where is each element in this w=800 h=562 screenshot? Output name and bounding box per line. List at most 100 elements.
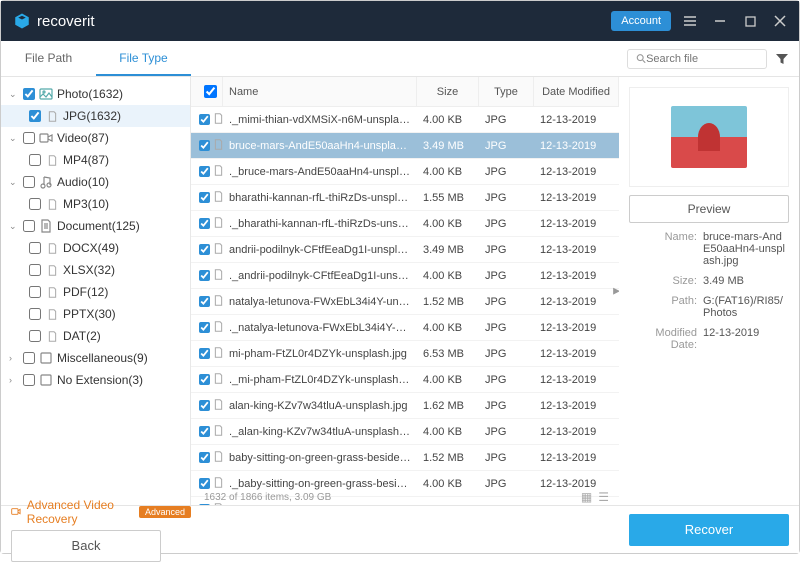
table-row[interactable]: ._natalya-letunova-FWxEbL34i4Y-uns... 4.… [191, 315, 619, 341]
tree-sub-item[interactable]: MP3(10) [1, 193, 190, 215]
row-checkbox[interactable] [199, 140, 210, 151]
chevron-icon[interactable]: ⌄ [9, 133, 19, 144]
row-checkbox[interactable] [199, 296, 210, 307]
tree-checkbox[interactable] [23, 220, 35, 232]
file-icon [45, 307, 59, 321]
menu-icon[interactable] [683, 14, 697, 28]
chevron-icon[interactable]: ⌄ [9, 221, 19, 232]
tree-checkbox[interactable] [23, 176, 35, 188]
chevron-icon[interactable]: › [9, 353, 19, 363]
advanced-video-recovery[interactable]: Advanced Video Recovery Advanced [11, 498, 191, 526]
account-button[interactable]: Account [611, 11, 671, 31]
tree-item[interactable]: ⌄ Video(87) [1, 127, 190, 149]
file-icon [213, 243, 224, 257]
row-checkbox[interactable] [199, 192, 210, 203]
list-view-icon[interactable]: ☰ [598, 490, 609, 504]
tree-sub-item[interactable]: PDF(12) [1, 281, 190, 303]
col-name[interactable]: Name [223, 77, 417, 106]
app-logo: recoverit [13, 12, 95, 30]
row-checkbox[interactable] [199, 348, 210, 359]
table-row[interactable]: alan-king-KZv7w34tluA-unsplash.jpg 1.62 … [191, 393, 619, 419]
tree-checkbox[interactable] [23, 132, 35, 144]
tree-item[interactable]: ⌄ Audio(10) [1, 171, 190, 193]
file-date: 12-13-2019 [534, 270, 619, 282]
tree-sub-item[interactable]: MP4(87) [1, 149, 190, 171]
table-row[interactable]: natalya-letunova-FWxEbL34i4Y-unspl... 1.… [191, 289, 619, 315]
tree-checkbox[interactable] [23, 88, 35, 100]
tree-checkbox[interactable] [29, 286, 41, 298]
table-row[interactable]: ._bharathi-kannan-rfL-thiRzDs-unspl... 4… [191, 211, 619, 237]
file-date: 12-13-2019 [534, 348, 619, 360]
tree-item[interactable]: › Miscellaneous(9) [1, 347, 190, 369]
row-checkbox[interactable] [199, 322, 210, 333]
col-date[interactable]: Date Modified [534, 77, 619, 106]
row-checkbox[interactable] [199, 218, 210, 229]
table-row[interactable]: andrii-podilnyk-CFtfEeaDg1I-unspla... 3.… [191, 237, 619, 263]
file-type: JPG [479, 218, 534, 230]
chevron-icon[interactable]: ⌄ [9, 177, 19, 188]
file-icon [45, 197, 59, 211]
table-row[interactable]: ._mi-pham-FtZL0r4DZYk-unsplash.jpg 4.00 … [191, 367, 619, 393]
col-size[interactable]: Size [417, 77, 479, 106]
back-button[interactable]: Back [11, 530, 161, 562]
close-icon[interactable] [773, 14, 787, 28]
chevron-icon[interactable]: › [9, 375, 19, 385]
tab-file-path[interactable]: File Path [1, 41, 96, 76]
tree-item[interactable]: ⌄ Document(125) [1, 215, 190, 237]
table-row[interactable]: ._andrii-podilnyk-CFtfEeaDg1I-unspla... … [191, 263, 619, 289]
row-checkbox[interactable] [199, 374, 210, 385]
tree-checkbox[interactable] [29, 242, 41, 254]
tree-sub-item[interactable]: JPG(1632) [1, 105, 190, 127]
tab-file-type[interactable]: File Type [96, 41, 191, 76]
file-name: ._bruce-mars-AndE50aaHn4-unsplas... [223, 166, 417, 178]
details-panel: Preview Name:bruce-mars-AndE50aaHn4-unsp… [619, 77, 799, 505]
expand-arrow-icon[interactable]: ▶ [613, 286, 619, 297]
table-row[interactable]: bharathi-kannan-rfL-thiRzDs-unspla... 1.… [191, 185, 619, 211]
search-box[interactable] [627, 49, 767, 69]
file-name: ._bharathi-kannan-rfL-thiRzDs-unspl... [223, 218, 417, 230]
file-icon [213, 425, 224, 439]
chevron-icon[interactable]: ⌄ [9, 89, 19, 100]
table-row[interactable]: mi-pham-FtZL0r4DZYk-unsplash.jpg 6.53 MB… [191, 341, 619, 367]
minimize-icon[interactable] [713, 14, 727, 28]
tree-checkbox[interactable] [29, 264, 41, 276]
row-checkbox[interactable] [199, 166, 210, 177]
tree-label: MP4(87) [63, 153, 109, 167]
table-row[interactable]: bruce-mars-AndE50aaHn4-unsplash... 3.49 … [191, 133, 619, 159]
tree-checkbox[interactable] [23, 374, 35, 386]
maximize-icon[interactable] [743, 14, 757, 28]
tree-item[interactable]: ⌄ Photo(1632) [1, 83, 190, 105]
recover-button[interactable]: Recover [629, 514, 789, 546]
grid-view-icon[interactable]: ▦ [581, 490, 592, 504]
table-row[interactable]: ._mimi-thian-vdXMSiX-n6M-unsplash... 4.0… [191, 107, 619, 133]
tree-item[interactable]: › No Extension(3) [1, 369, 190, 391]
filter-icon[interactable] [775, 52, 789, 66]
tree-checkbox[interactable] [29, 308, 41, 320]
search-input[interactable] [646, 53, 758, 65]
tree-checkbox[interactable] [29, 198, 41, 210]
tree-checkbox[interactable] [29, 154, 41, 166]
file-date: 12-13-2019 [534, 114, 619, 126]
row-checkbox[interactable] [199, 114, 210, 125]
row-checkbox[interactable] [199, 400, 210, 411]
tree-sub-item[interactable]: XLSX(32) [1, 259, 190, 281]
row-checkbox[interactable] [199, 426, 210, 437]
select-all-checkbox[interactable] [204, 85, 217, 98]
tree-checkbox[interactable] [29, 330, 41, 342]
table-row[interactable]: ._bruce-mars-AndE50aaHn4-unsplas... 4.00… [191, 159, 619, 185]
file-type: JPG [479, 400, 534, 412]
col-type[interactable]: Type [479, 77, 534, 106]
tree-sub-item[interactable]: DOCX(49) [1, 237, 190, 259]
row-checkbox[interactable] [199, 244, 210, 255]
table-row[interactable]: baby-sitting-on-green-grass-beside-... 1… [191, 445, 619, 471]
tree-sub-item[interactable]: PPTX(30) [1, 303, 190, 325]
table-row[interactable]: ._alan-king-KZv7w34tluA-unsplash.jpg 4.0… [191, 419, 619, 445]
file-icon [213, 113, 224, 127]
row-checkbox[interactable] [199, 452, 210, 463]
tree-checkbox[interactable] [23, 352, 35, 364]
tree-sub-item[interactable]: DAT(2) [1, 325, 190, 347]
row-checkbox[interactable] [199, 478, 210, 489]
tree-checkbox[interactable] [29, 110, 41, 122]
preview-button[interactable]: Preview [629, 195, 789, 223]
row-checkbox[interactable] [199, 270, 210, 281]
